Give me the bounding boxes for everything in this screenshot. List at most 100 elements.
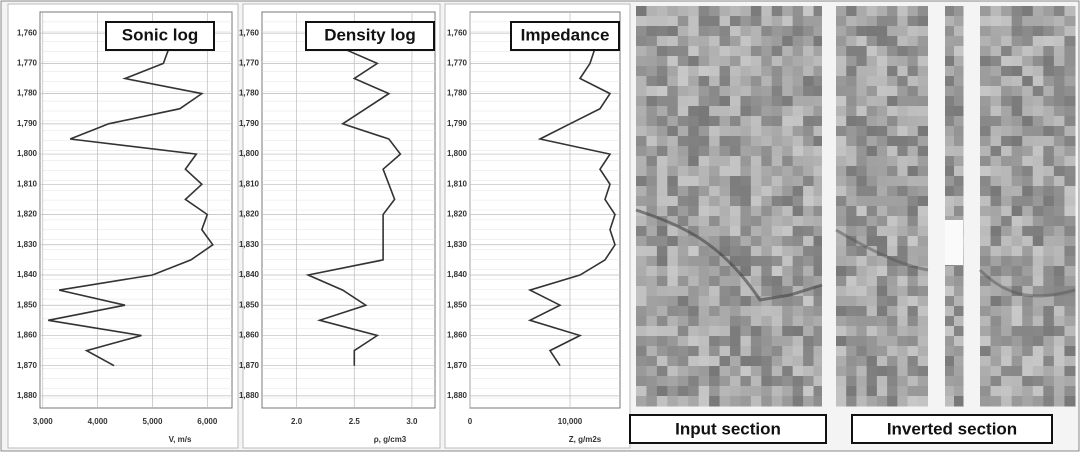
seismic-cell xyxy=(980,266,992,277)
seismic-cell xyxy=(730,246,741,257)
seismic-cell xyxy=(771,56,783,67)
seismic-cell xyxy=(813,296,825,307)
seismic-cell xyxy=(917,186,929,197)
seismic-cell xyxy=(698,246,710,257)
seismic-cell xyxy=(945,346,955,357)
seismic-cell xyxy=(803,206,815,217)
seismic-cell xyxy=(688,166,700,177)
seismic-cell xyxy=(1053,26,1065,37)
seismic-cell xyxy=(750,386,762,397)
seismic-cell xyxy=(667,326,679,337)
seismic-cell xyxy=(856,16,868,27)
seismic-cell xyxy=(846,236,857,247)
seismic-cell xyxy=(980,206,992,217)
seismic-cell xyxy=(667,56,679,67)
seismic-cell xyxy=(1011,296,1023,307)
seismic-cell xyxy=(846,46,857,57)
seismic-cell xyxy=(636,276,647,287)
seismic-cell xyxy=(761,176,773,187)
seismic-cell xyxy=(792,146,804,157)
seismic-cell xyxy=(897,366,909,377)
seismic-cell xyxy=(1053,276,1065,287)
seismic-cell xyxy=(866,306,878,317)
seismic-cell xyxy=(887,236,898,247)
seismic-cell xyxy=(761,226,773,237)
seismic-cell xyxy=(876,316,888,327)
seismic-cell xyxy=(667,116,679,127)
seismic-cell xyxy=(846,246,857,257)
seismic-cell xyxy=(667,6,679,17)
seismic-cell xyxy=(1043,36,1055,47)
seismic-cell xyxy=(761,396,773,407)
seismic-cell xyxy=(730,266,741,277)
seismic-cell xyxy=(1064,396,1076,407)
seismic-cell xyxy=(1032,246,1044,257)
seismic-cell xyxy=(740,116,752,127)
seismic-cell xyxy=(866,256,878,267)
seismic-cell xyxy=(897,296,909,307)
seismic-cell xyxy=(813,136,825,147)
seismic-cell xyxy=(917,206,929,217)
seismic-cell xyxy=(866,206,878,217)
seismic-cell xyxy=(688,216,700,227)
seismic-cell xyxy=(945,136,955,147)
seismic-cell xyxy=(876,256,888,267)
seismic-cell xyxy=(866,126,878,137)
seismic-cell xyxy=(1053,366,1065,377)
seismic-cell xyxy=(709,86,721,97)
seismic-cell xyxy=(876,46,888,57)
y-tick-label: 1,760 xyxy=(239,28,260,37)
seismic-cell xyxy=(782,26,794,37)
seismic-cell xyxy=(688,116,700,127)
seismic-cell xyxy=(750,246,762,257)
y-tick-label: 1,840 xyxy=(447,270,468,279)
seismic-cell xyxy=(836,366,847,377)
seismic-cell xyxy=(1022,296,1034,307)
seismic-cell xyxy=(1001,26,1013,37)
seismic-cell xyxy=(656,336,668,347)
seismic-cell xyxy=(980,246,992,257)
seismic-cell xyxy=(750,146,762,157)
seismic-cell xyxy=(750,116,762,127)
seismic-cell xyxy=(730,346,741,357)
seismic-cell xyxy=(709,106,721,117)
seismic-cell xyxy=(803,96,815,107)
seismic-cell xyxy=(990,96,1002,107)
seismic-cell xyxy=(980,396,992,407)
seismic-cell xyxy=(954,186,964,197)
y-tick-label: 1,760 xyxy=(447,28,468,37)
seismic-cell xyxy=(917,266,929,277)
seismic-cell xyxy=(792,276,804,287)
seismic-cell xyxy=(856,216,868,227)
seismic-cell xyxy=(1022,236,1034,247)
seismic-cell xyxy=(980,196,992,207)
seismic-cell xyxy=(636,366,647,377)
seismic-cell xyxy=(636,176,647,187)
seismic-cell xyxy=(782,136,794,147)
seismic-cell xyxy=(740,6,752,17)
seismic-cell xyxy=(813,46,825,57)
seismic-cell xyxy=(1043,266,1055,277)
seismic-cell xyxy=(856,196,868,207)
seismic-cell xyxy=(1043,106,1055,117)
seismic-cell xyxy=(813,106,825,117)
seismic-cell xyxy=(656,86,668,97)
seismic-cell xyxy=(1064,146,1076,157)
seismic-cell xyxy=(656,306,668,317)
seismic-cell xyxy=(990,326,1002,337)
seismic-cell xyxy=(813,256,825,267)
seismic-cell xyxy=(782,376,794,387)
seismic-cell xyxy=(740,236,752,247)
y-tick-label: 1,860 xyxy=(239,331,260,340)
seismic-cell xyxy=(836,46,847,57)
seismic-cell xyxy=(636,46,647,57)
seismic-cell xyxy=(719,176,731,187)
well-gap xyxy=(945,220,963,265)
seismic-cell xyxy=(1053,216,1065,227)
seismic-cell xyxy=(730,216,741,227)
panel-label: Input section xyxy=(675,419,781,438)
seismic-cell xyxy=(719,326,731,337)
seismic-cell xyxy=(761,316,773,327)
seismic-cell xyxy=(945,306,955,317)
seismic-cell xyxy=(1053,46,1065,57)
